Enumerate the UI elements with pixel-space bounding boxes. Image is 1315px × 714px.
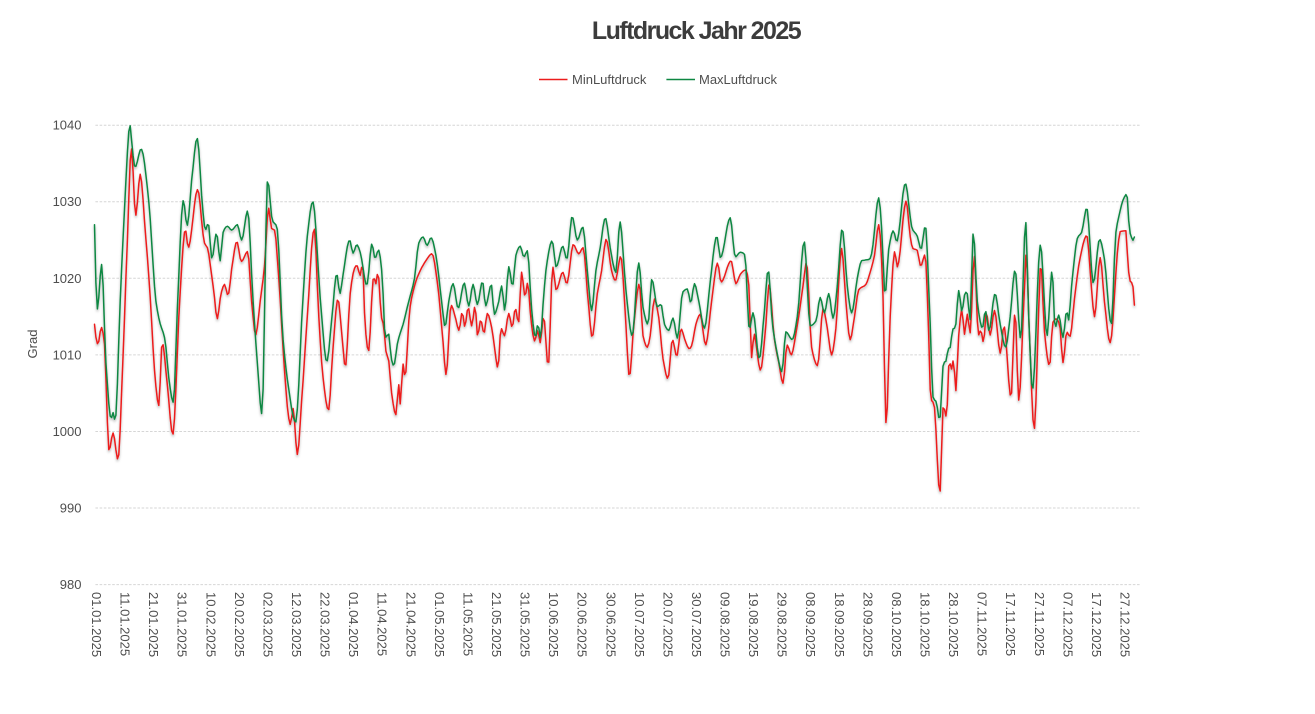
svg-text:1030: 1030 — [53, 194, 82, 209]
svg-text:11.04.2025: 11.04.2025 — [375, 592, 390, 656]
svg-text:01.05.2025: 01.05.2025 — [432, 592, 447, 657]
svg-text:21.05.2025: 21.05.2025 — [489, 592, 504, 657]
svg-text:01.01.2025: 01.01.2025 — [89, 592, 104, 657]
svg-text:11.01.2025: 11.01.2025 — [118, 592, 133, 656]
svg-text:20.02.2025: 20.02.2025 — [232, 592, 247, 657]
svg-text:1040: 1040 — [53, 118, 82, 133]
svg-text:27.12.2025: 27.12.2025 — [1118, 592, 1133, 657]
svg-text:31.05.2025: 31.05.2025 — [518, 592, 533, 657]
svg-text:MinLuftdruck: MinLuftdruck — [572, 72, 647, 87]
svg-text:31.01.2025: 31.01.2025 — [175, 592, 190, 657]
svg-text:10.07.2025: 10.07.2025 — [632, 592, 647, 657]
svg-text:28.09.2025: 28.09.2025 — [860, 592, 875, 657]
svg-text:08.09.2025: 08.09.2025 — [803, 592, 818, 657]
svg-text:02.03.2025: 02.03.2025 — [260, 592, 275, 657]
svg-text:19.08.2025: 19.08.2025 — [746, 592, 761, 657]
svg-text:10.06.2025: 10.06.2025 — [546, 592, 561, 657]
svg-text:1000: 1000 — [53, 424, 82, 439]
svg-text:08.10.2025: 08.10.2025 — [889, 592, 904, 657]
svg-text:MaxLuftdruck: MaxLuftdruck — [699, 72, 778, 87]
svg-text:21.04.2025: 21.04.2025 — [403, 592, 418, 657]
svg-text:27.11.2025: 27.11.2025 — [1032, 592, 1047, 656]
svg-text:17.12.2025: 17.12.2025 — [1089, 592, 1104, 657]
svg-text:01.04.2025: 01.04.2025 — [346, 592, 361, 657]
svg-text:10.02.2025: 10.02.2025 — [203, 592, 218, 657]
svg-text:20.07.2025: 20.07.2025 — [660, 592, 675, 657]
svg-text:Luftdruck Jahr 2025: Luftdruck Jahr 2025 — [592, 17, 802, 45]
svg-text:18.09.2025: 18.09.2025 — [832, 592, 847, 657]
svg-text:1010: 1010 — [53, 347, 82, 362]
svg-text:17.11.2025: 17.11.2025 — [1003, 592, 1018, 656]
svg-text:21.01.2025: 21.01.2025 — [146, 592, 161, 657]
svg-text:07.11.2025: 07.11.2025 — [975, 592, 990, 656]
svg-text:28.10.2025: 28.10.2025 — [946, 592, 961, 657]
svg-text:29.08.2025: 29.08.2025 — [775, 592, 790, 657]
svg-text:18.10.2025: 18.10.2025 — [918, 592, 933, 657]
svg-text:09.08.2025: 09.08.2025 — [718, 592, 733, 657]
svg-text:980: 980 — [60, 577, 82, 592]
svg-text:22.03.2025: 22.03.2025 — [318, 592, 333, 657]
svg-text:11.05.2025: 11.05.2025 — [460, 592, 475, 656]
svg-text:30.06.2025: 30.06.2025 — [603, 592, 618, 657]
svg-text:990: 990 — [60, 501, 82, 516]
svg-text:30.07.2025: 30.07.2025 — [689, 592, 704, 657]
svg-text:07.12.2025: 07.12.2025 — [1060, 592, 1075, 657]
svg-text:Grad: Grad — [25, 330, 40, 359]
svg-text:1020: 1020 — [53, 271, 82, 286]
svg-text:20.06.2025: 20.06.2025 — [575, 592, 590, 657]
svg-text:12.03.2025: 12.03.2025 — [289, 592, 304, 657]
